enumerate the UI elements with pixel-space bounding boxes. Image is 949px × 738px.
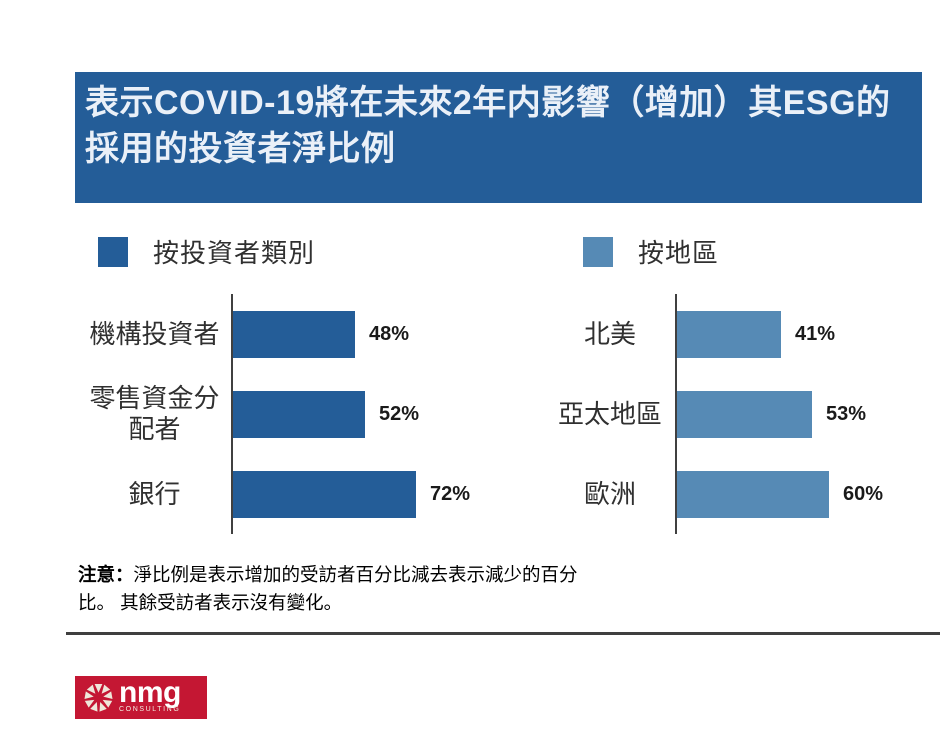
- bar: [677, 390, 812, 438]
- bar: [233, 390, 365, 438]
- page-title-line-1: 表示COVID-19將在未來2年内影響（增加）其ESG的: [85, 84, 891, 122]
- chart-row: 機構投資者 48%: [78, 294, 548, 374]
- bar: [233, 470, 416, 518]
- logo-wordmark: nmg: [119, 676, 181, 709]
- category-label: 銀行: [128, 478, 181, 509]
- category-label: 機構投資者: [89, 318, 220, 349]
- legend-label-investor-type: 按投資者類別: [153, 238, 316, 268]
- title-banner: 表示COVID-19將在未來2年内影響（增加）其ESG的 採用的投資者淨比例: [75, 72, 922, 203]
- footnote-prefix: 注意：: [78, 564, 134, 585]
- legend-by-region: 按地區: [583, 233, 719, 270]
- page-title-line-2: 採用的投資者淨比例: [85, 130, 396, 168]
- value-label: 52%: [379, 402, 420, 425]
- legend-swatch-region: [583, 236, 613, 267]
- chart-row: 亞太地區 53%: [545, 374, 945, 454]
- footnote-line-1: 注意：淨比例是表示增加的受訪者百分比減去表示減少的百分: [78, 561, 658, 589]
- nmg-logo: nmg CONSULTING: [75, 676, 207, 719]
- category-label: 歐洲: [583, 478, 636, 509]
- value-label: 41%: [795, 322, 836, 345]
- value-label: 60%: [843, 482, 884, 505]
- plot-area: 53%: [675, 374, 945, 454]
- starburst-icon: [84, 683, 113, 712]
- plot-area: 48%: [231, 294, 548, 374]
- chart-row: 北美 41%: [545, 294, 945, 374]
- chart-row: 銀行 72%: [78, 454, 548, 534]
- bar: [677, 310, 781, 358]
- logo-tagline: CONSULTING: [119, 706, 181, 713]
- bar-chart-by-region: 北美 41% 亞太地區 53% 歐洲 60%: [545, 294, 945, 534]
- value-label: 53%: [826, 402, 867, 425]
- legend-by-investor-type: 按投資者類別: [98, 233, 315, 270]
- category-label: 北美: [583, 318, 636, 349]
- value-label: 72%: [430, 482, 471, 505]
- footnote: 注意：淨比例是表示增加的受訪者百分比減去表示減少的百分 比。 其餘受訪者表示沒有…: [78, 561, 658, 617]
- plot-area: 41%: [675, 294, 945, 374]
- bar: [233, 310, 355, 358]
- category-label: 亞太地區: [557, 398, 662, 429]
- category-label: 零售資金分配者: [89, 383, 220, 444]
- value-label: 48%: [369, 322, 410, 345]
- footnote-line-2: 比。 其餘受訪者表示沒有變化。: [78, 592, 343, 613]
- chart-row: 零售資金分配者 52%: [78, 374, 548, 454]
- footnote-text-1: 淨比例是表示增加的受訪者百分比減去表示減少的百分: [133, 564, 578, 585]
- logo-text-block: nmg CONSULTING: [119, 676, 181, 714]
- chart-row: 歐洲 60%: [545, 454, 945, 534]
- plot-area: 72%: [231, 454, 548, 534]
- bar-chart-by-investor-type: 機構投資者 48% 零售資金分配者 52% 銀行 72%: [78, 294, 548, 534]
- plot-area: 60%: [675, 454, 945, 534]
- legend-label-region: 按地區: [638, 238, 720, 268]
- divider-line: [66, 632, 940, 635]
- plot-area: 52%: [231, 374, 548, 454]
- legend-swatch-investor-type: [98, 236, 128, 267]
- bar: [677, 470, 829, 518]
